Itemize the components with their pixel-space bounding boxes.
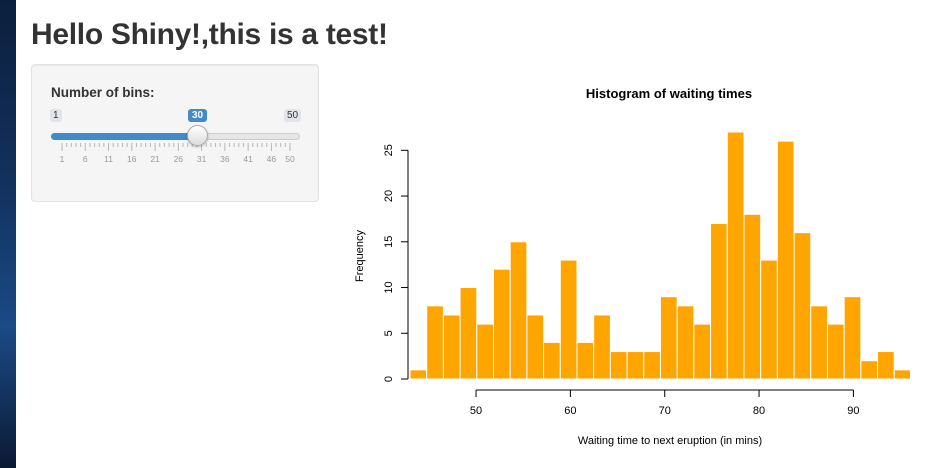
histogram-chart: Histogram of waiting times 0 5 10 15 20 25 Freq… [354,86,910,447]
slider-tick-label: 26 [173,154,184,164]
histogram-bar [860,360,879,380]
y-tick-label: 5 [383,330,395,336]
histogram-bar [559,259,578,380]
histogram-bar [509,241,528,380]
histogram-bar [543,341,561,380]
slider-tick-label: 6 [82,154,88,164]
histogram-bar [659,296,678,380]
x-tick-label: 60 [564,405,576,417]
histogram-bar [643,351,661,380]
histogram-bar [676,305,695,380]
histogram-bar [760,259,778,380]
histogram-bar [492,268,511,380]
histogram-bar [810,305,828,380]
slider-tick-label: 1 [59,154,65,164]
slider-value-label: 30 [188,109,208,122]
bins-label: Number of bins: [51,85,155,100]
histogram-bar [609,351,628,380]
histogram-bar [726,131,745,380]
y-tick-label: 0 [383,376,395,382]
y-tick-label: 20 [383,190,395,202]
histogram-bar [593,314,611,380]
y-tick-label: 25 [383,144,395,156]
histogram-bar [710,222,728,380]
histogram-bar [877,351,895,380]
slider-track-fill [51,133,197,140]
histogram-bar [442,314,461,380]
chart-title: Histogram of waiting times [586,86,752,101]
x-tick-label: 70 [659,405,671,417]
slider-tick-label: 50 [285,154,295,164]
slider-tick-label: 41 [243,154,253,164]
histogram-bar [526,314,545,380]
y-tick-label: 15 [383,236,395,248]
slider-tick-label: 31 [196,154,207,164]
histogram-bar [893,369,910,380]
histogram-bar [459,287,478,380]
x-axis-label: Waiting time to next eruption (in mins) [578,435,762,447]
histogram-bar [776,140,795,380]
slider-tick-label: 11 [104,154,113,164]
slider-tick-label: 36 [220,154,230,164]
y-tick-label: 10 [383,281,395,293]
histogram-bar [843,296,862,380]
slider-tick-label: 46 [266,154,277,164]
histogram-bar [793,232,812,380]
histogram-bar [409,369,428,380]
slider-min-label: 1 [50,109,62,122]
histogram-bar [693,323,712,380]
y-axis-label: Frequency [354,230,366,282]
histogram-bar [626,351,645,380]
bins-slider[interactable]: 1 50 30 1 6 11 16 21 26 31 36 41 46 50 [32,65,320,203]
slider-handle[interactable] [186,125,208,146]
histogram-bar [826,323,845,380]
slider-ticks [61,143,291,151]
sidebar-panel: Number of bins: 1 50 30 1 6 11 16 21 26 31 36 41… [31,64,319,202]
histogram-bar [743,213,762,380]
histogram-bar [576,341,595,380]
slider-tick-label: 16 [127,154,137,164]
slider-tick-label: 21 [150,154,160,164]
histogram-bar [476,323,494,380]
x-tick-label: 50 [470,405,482,417]
histogram-bar [426,305,444,380]
x-tick-label: 80 [753,405,765,417]
background-edge-strip [0,0,16,468]
page-title: Hello Shiny!,this is a test! [31,18,388,51]
slider-max-label: 50 [284,109,302,122]
x-tick-label: 90 [847,405,859,417]
